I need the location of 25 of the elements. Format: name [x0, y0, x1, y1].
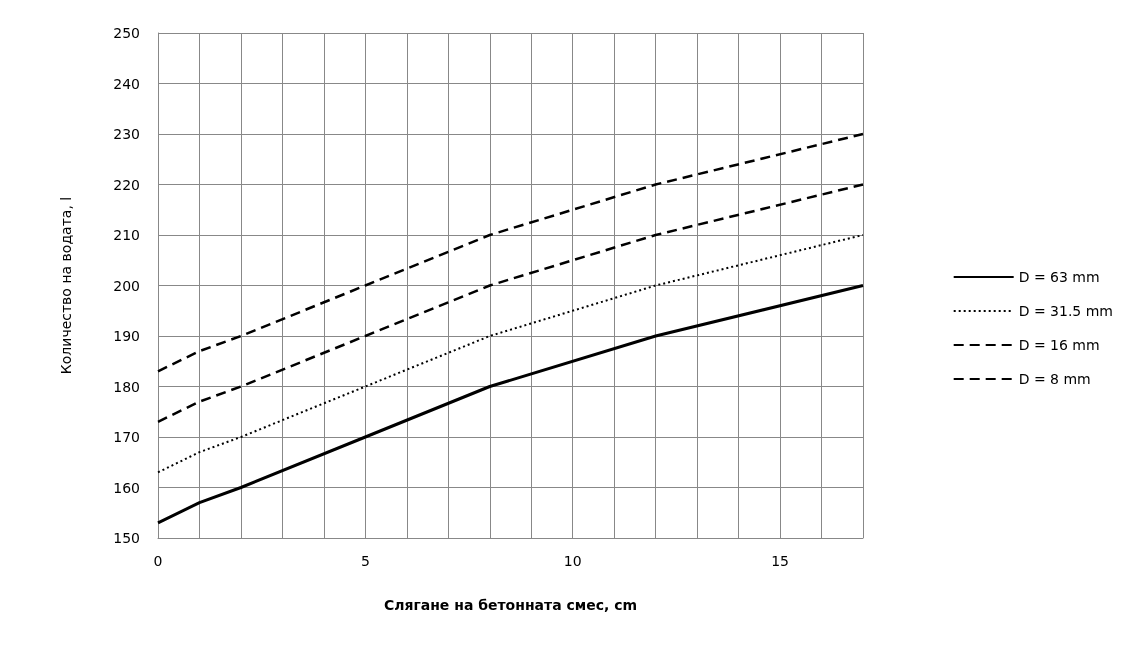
line-series [157, 234, 864, 474]
legend-label: D = 16 mm [1018, 337, 1100, 353]
legend-label: D = 63 mm [1018, 269, 1100, 285]
y-tick-label: 220 [113, 176, 140, 193]
legend-label: D = 31.5 mm [1018, 303, 1113, 319]
line-series [156, 284, 865, 525]
line-series [156, 183, 865, 424]
y-tick-label: 190 [113, 328, 140, 344]
y-tick-label: 150 [113, 530, 140, 546]
y-axis-title: Количество на водата, l [58, 196, 74, 375]
y-tick-label: 250 [113, 25, 140, 41]
y-tick-label: 230 [113, 126, 140, 142]
x-tick-label: 15 [771, 553, 789, 569]
y-tick-label: 170 [113, 429, 140, 445]
line-series [156, 132, 865, 373]
y-tick-label: 180 [113, 378, 140, 395]
y-tick-label: 210 [113, 227, 140, 243]
y-tick-label: 240 [113, 75, 140, 92]
x-tick-label: 0 [153, 553, 163, 569]
x-tick-label: 10 [563, 553, 582, 569]
y-tick-label: 200 [113, 277, 140, 294]
x-axis-title: Слягане на бетонната смес, cm [383, 597, 638, 613]
legend-label: D = 8 mm [1018, 371, 1091, 387]
x-tick-label: 5 [360, 553, 370, 569]
y-tick-label: 160 [113, 479, 140, 496]
